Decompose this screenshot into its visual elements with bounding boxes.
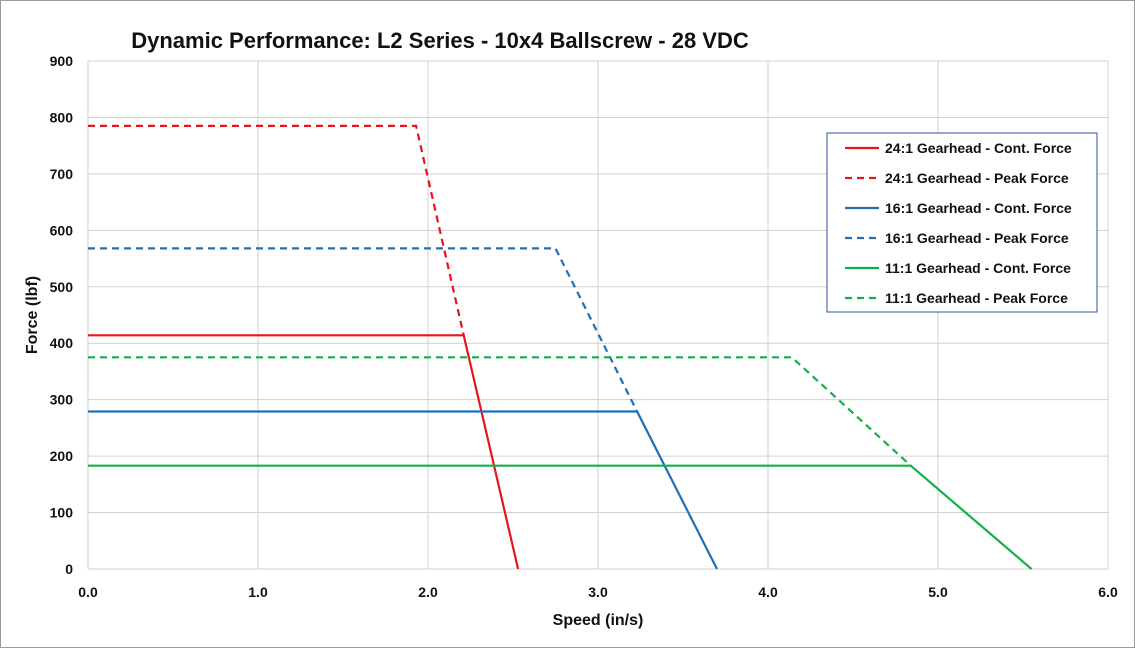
series-line-5 [88, 356, 912, 467]
y-tick-label: 900 [50, 53, 74, 69]
x-tick-label: 2.0 [418, 584, 438, 600]
y-tick-label: 200 [50, 448, 74, 464]
series-line-3 [88, 247, 639, 412]
legend-box [826, 132, 1098, 313]
legend-label-2: 16:1 Gearhead - Cont. Force [885, 200, 1072, 216]
legend-label-1: 24:1 Gearhead - Peak Force [885, 170, 1069, 186]
legend: 24:1 Gearhead - Cont. Force 24:1 Gearhead… [826, 132, 1098, 313]
legend-label-0: 24:1 Gearhead - Cont. Force [885, 140, 1072, 156]
series-line-2 [88, 410, 718, 570]
chart-title: Dynamic Performance: L2 Series - 10x4 Ba… [131, 28, 749, 53]
legend-label-4: 11:1 Gearhead - Cont. Force [885, 260, 1071, 276]
series-layer [88, 124, 1033, 570]
x-tick-label: 3.0 [588, 584, 608, 600]
y-tick-label: 100 [50, 505, 74, 521]
y-tick-label: 400 [50, 335, 74, 351]
y-axis-title: Force (lbf) [24, 276, 41, 354]
x-tick-label: 4.0 [758, 584, 778, 600]
y-tick-label: 700 [50, 166, 74, 182]
y-tick-label: 500 [50, 279, 74, 295]
series-line-4 [88, 464, 1033, 570]
series-line-0 [88, 334, 520, 570]
y-tick-label: 600 [50, 222, 74, 238]
legend-label-5: 11:1 Gearhead - Peak Force [885, 290, 1068, 306]
x-axis-title: Speed (in/s) [553, 612, 644, 629]
legend-label-3: 16:1 Gearhead - Peak Force [885, 230, 1069, 246]
x-tick-label: 6.0 [1098, 584, 1118, 600]
x-tick-label: 5.0 [928, 584, 948, 600]
x-tick-label: 0.0 [78, 584, 98, 600]
tick-labels: 0 100 200 300 400 500 600 700 800 900 0.0 1.0 2.0 3.0… [50, 53, 1118, 600]
y-tick-label: 800 [50, 109, 74, 125]
series-line-1 [88, 124, 465, 336]
y-tick-label: 0 [65, 561, 73, 577]
x-tick-label: 1.0 [248, 584, 268, 600]
legend-items: 24:1 Gearhead - Cont. Force 24:1 Gearhead… [845, 140, 1072, 306]
y-tick-label: 300 [50, 392, 74, 408]
